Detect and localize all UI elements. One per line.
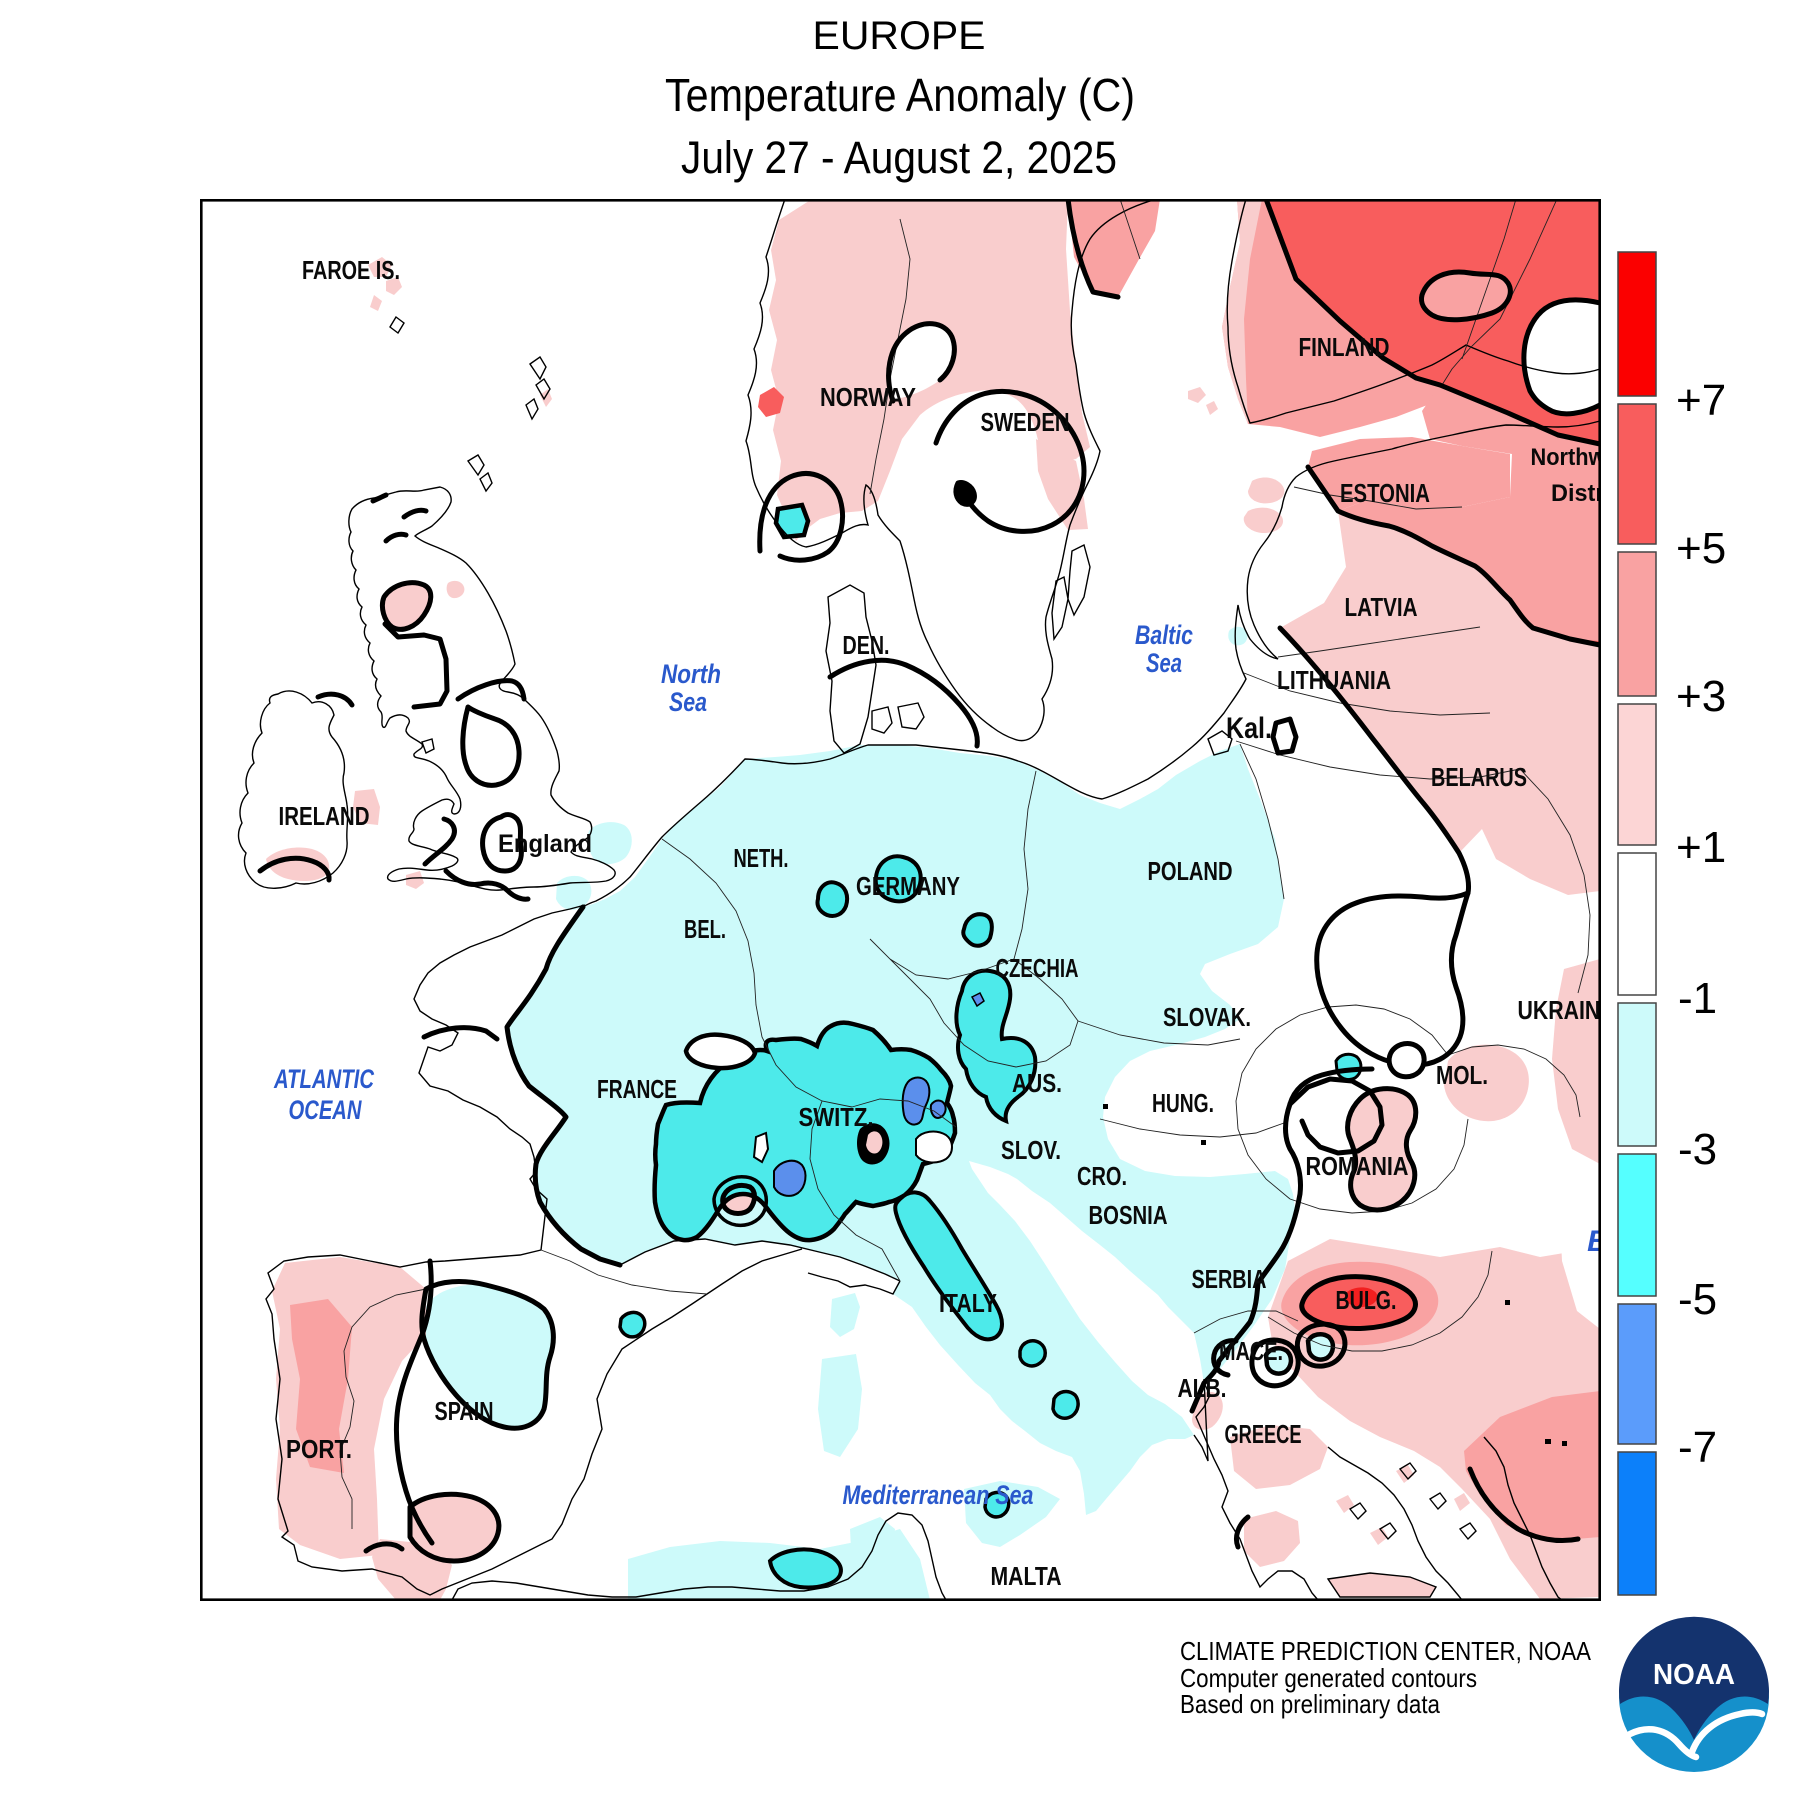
svg-text:FAROE IS.: FAROE IS. xyxy=(302,255,400,285)
svg-text:+3: +3 xyxy=(1676,672,1726,721)
svg-text:Sea: Sea xyxy=(669,687,707,717)
svg-text:-7: -7 xyxy=(1678,1423,1717,1472)
svg-text:Based on preliminary data: Based on preliminary data xyxy=(1180,1689,1440,1719)
svg-text:-1: -1 xyxy=(1678,974,1717,1023)
svg-text:ITALY: ITALY xyxy=(939,1288,997,1318)
svg-text:LATVIA: LATVIA xyxy=(1345,592,1418,622)
svg-text:CLIMATE PREDICTION CENTER, NOA: CLIMATE PREDICTION CENTER, NOAA xyxy=(1180,1636,1592,1666)
svg-text:LITHUANIA: LITHUANIA xyxy=(1277,665,1391,695)
svg-text:SERBIA: SERBIA xyxy=(1192,1264,1267,1294)
svg-text:BELARUS: BELARUS xyxy=(1431,762,1527,792)
svg-text:HUNG.: HUNG. xyxy=(1152,1088,1214,1118)
svg-text:SPAIN: SPAIN xyxy=(435,1396,494,1426)
svg-text:-5: -5 xyxy=(1678,1275,1717,1324)
svg-text:GREECE: GREECE xyxy=(1225,1419,1302,1449)
svg-text:July 27 - August 2, 2025: July 27 - August 2, 2025 xyxy=(681,132,1117,183)
svg-text:NOAA: NOAA xyxy=(1653,1659,1735,1691)
svg-text:MACE.: MACE. xyxy=(1219,1336,1283,1366)
svg-text:Northw: Northw xyxy=(1531,444,1606,471)
svg-text:Mediterranean Sea: Mediterranean Sea xyxy=(843,1480,1034,1510)
svg-text:Sea: Sea xyxy=(1146,648,1182,678)
svg-text:ESTONIA: ESTONIA xyxy=(1340,478,1430,508)
svg-text:PORT.: PORT. xyxy=(286,1434,352,1464)
svg-text:+5: +5 xyxy=(1676,524,1726,573)
svg-text:CRO.: CRO. xyxy=(1077,1161,1127,1191)
svg-text:Kal.: Kal. xyxy=(1226,712,1272,745)
svg-text:SLOV.: SLOV. xyxy=(1001,1135,1061,1165)
svg-text:BULG.: BULG. xyxy=(1336,1285,1397,1315)
svg-text:DEN.: DEN. xyxy=(843,630,890,660)
svg-text:NETH.: NETH. xyxy=(734,843,789,873)
svg-text:SWEDEN: SWEDEN xyxy=(981,407,1070,437)
svg-text:SLOVAK.: SLOVAK. xyxy=(1163,1002,1251,1032)
svg-text:MOL.: MOL. xyxy=(1436,1060,1488,1090)
svg-text:SWITZ.: SWITZ. xyxy=(799,1102,874,1132)
svg-text:NORWAY: NORWAY xyxy=(820,382,916,412)
svg-text:FINLAND: FINLAND xyxy=(1299,332,1390,362)
svg-text:ATLANTIC: ATLANTIC xyxy=(273,1064,374,1094)
svg-text:BEL.: BEL. xyxy=(684,914,726,944)
svg-text:UKRAINE: UKRAINE xyxy=(1518,995,1615,1025)
svg-text:IRELAND: IRELAND xyxy=(279,801,370,831)
svg-text:+1: +1 xyxy=(1676,823,1726,872)
svg-text:MALTA: MALTA xyxy=(991,1561,1062,1591)
svg-text:GERMANY: GERMANY xyxy=(856,871,960,901)
svg-text:ROMANIA: ROMANIA xyxy=(1306,1151,1409,1181)
svg-text:-3: -3 xyxy=(1678,1125,1717,1174)
svg-text:B: B xyxy=(1587,1225,1609,1258)
svg-text:AUS.: AUS. xyxy=(1012,1068,1062,1098)
svg-text:EUROPE: EUROPE xyxy=(813,14,986,58)
svg-text:North: North xyxy=(661,659,721,689)
svg-text:Computer generated contours: Computer generated contours xyxy=(1180,1663,1477,1693)
svg-text:CZECHIA: CZECHIA xyxy=(996,953,1079,983)
svg-text:+7: +7 xyxy=(1676,376,1726,425)
svg-text:Baltic: Baltic xyxy=(1135,620,1193,650)
svg-text:Distri: Distri xyxy=(1551,480,1611,507)
svg-text:OCEAN: OCEAN xyxy=(289,1095,362,1125)
svg-text:POLAND: POLAND xyxy=(1148,856,1233,886)
svg-text:FRANCE: FRANCE xyxy=(597,1074,677,1104)
svg-text:BOSNIA: BOSNIA xyxy=(1089,1200,1168,1230)
svg-text:Temperature Anomaly (C): Temperature Anomaly (C) xyxy=(665,69,1135,121)
svg-text:England: England xyxy=(498,830,592,858)
svg-text:ALB.: ALB. xyxy=(1178,1373,1227,1403)
